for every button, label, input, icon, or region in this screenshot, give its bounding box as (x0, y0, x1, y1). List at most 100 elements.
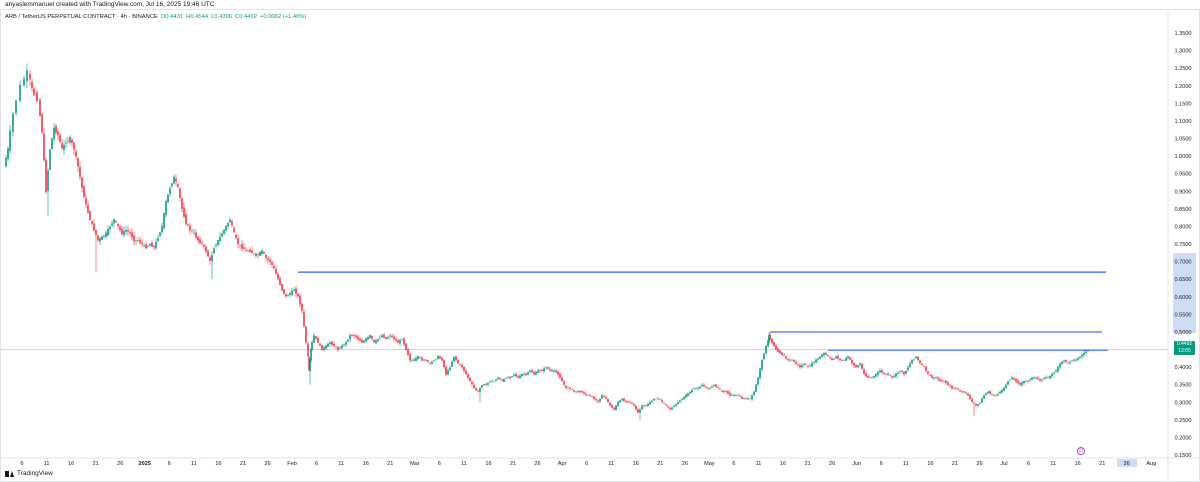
candle-body (51, 138, 53, 150)
candle-body (231, 221, 233, 226)
y-tick-label: 1.1500 (1174, 101, 1191, 107)
candle-body (501, 379, 503, 381)
candle-body (589, 394, 591, 396)
candle-body (315, 336, 317, 339)
candle-body (479, 388, 481, 392)
price-chart[interactable]: 1.3500 1.3000 1.2500 1.2000 1.1500 1.1000 1.05… (0, 9, 1200, 482)
x-tick-label: Apr (558, 461, 567, 467)
candle-body (363, 340, 365, 343)
candle-body (47, 170, 49, 191)
candle-body (779, 350, 781, 354)
candle-body (549, 368, 551, 371)
x-tick-label: 21 (657, 461, 663, 467)
y-tick-label: 0.7500 (1174, 242, 1191, 248)
candle-body (261, 250, 263, 254)
candle-body (453, 356, 455, 362)
candle-body (379, 337, 381, 339)
candle-body (907, 367, 909, 371)
candle-body (145, 244, 147, 249)
candle-body (417, 355, 419, 360)
candle-body (915, 356, 917, 359)
candle-body (729, 392, 731, 396)
candle-body (1017, 380, 1019, 384)
candle-body (575, 391, 577, 393)
candle-body (617, 402, 619, 407)
candle-body (927, 371, 929, 374)
candle-body (503, 378, 505, 382)
candle-body (251, 250, 253, 254)
candle-body (381, 335, 383, 338)
candle-body (469, 377, 471, 381)
candle-body (1013, 378, 1015, 380)
y-tick-label: 0.4000 (1174, 365, 1191, 371)
candle-body (361, 340, 363, 343)
candle-body (691, 389, 693, 393)
candle-body (391, 335, 393, 338)
candle-body (841, 360, 843, 361)
candle-body (765, 345, 767, 354)
candle-body (983, 395, 985, 399)
candle-body (609, 402, 611, 406)
candle-body (751, 394, 753, 400)
candle-body (807, 366, 809, 367)
candle-body (269, 259, 271, 262)
candle-body (593, 396, 595, 399)
candle-body (29, 73, 31, 80)
candle-body (961, 391, 963, 393)
candle-body (999, 391, 1001, 394)
legend-symbol[interactable]: ARB / TetherUS PERPETUAL CONTRACT · 4h ·… (5, 14, 158, 20)
candle-body (419, 357, 421, 358)
candle-body (349, 335, 351, 340)
candle-body (143, 244, 145, 246)
candle-body (311, 342, 313, 351)
candle-body (339, 348, 341, 349)
candle-body (839, 358, 841, 360)
candle-body (921, 363, 923, 366)
candle-body (815, 359, 817, 363)
candle-body (463, 366, 465, 371)
candle-body (329, 342, 331, 345)
candle-body (308, 357, 310, 371)
candle-body (629, 401, 631, 403)
candle-body (117, 223, 119, 226)
candle-body (695, 388, 697, 389)
candle-body (1023, 380, 1025, 384)
candle-body (79, 166, 81, 178)
candle-body (1053, 372, 1055, 374)
candle-body (793, 360, 795, 362)
candle-body (795, 361, 797, 364)
x-tick-label: 11 (461, 461, 467, 467)
created-by-caption: anyaslemmanuel created with TradingView.… (5, 1, 215, 8)
candle-body (229, 219, 231, 223)
candle-body (437, 356, 439, 360)
x-tick-label: 6 (1027, 461, 1030, 467)
x-tick-label: 11 (44, 461, 50, 467)
candle-body (535, 371, 537, 375)
x-tick-label: 26 (117, 461, 123, 467)
candle-body (177, 184, 179, 187)
legend-close: C0.4492 (235, 14, 257, 20)
candle-body (965, 392, 967, 394)
candle-body (799, 364, 801, 368)
candle-body (343, 344, 345, 346)
candle-body (149, 244, 151, 246)
candle-body (107, 228, 109, 236)
y-tick-label: 0.5500 (1174, 312, 1191, 318)
candle-body (791, 359, 793, 361)
candle-body (365, 338, 367, 342)
candle-body (811, 363, 813, 367)
candle-body (1011, 377, 1013, 380)
dividend-icon[interactable]: D (1077, 447, 1085, 455)
candle-body (359, 338, 361, 341)
candle-body (69, 137, 71, 143)
candle-body (39, 99, 41, 116)
candle-body (931, 375, 933, 378)
candle-body (181, 198, 183, 209)
candle-body (1065, 359, 1067, 362)
candle-body (957, 388, 959, 390)
candle-body (301, 304, 303, 311)
x-tick-label: 2025 (139, 461, 151, 467)
candle-body (385, 337, 387, 339)
candle-body (121, 228, 123, 235)
candle-body (823, 352, 825, 356)
